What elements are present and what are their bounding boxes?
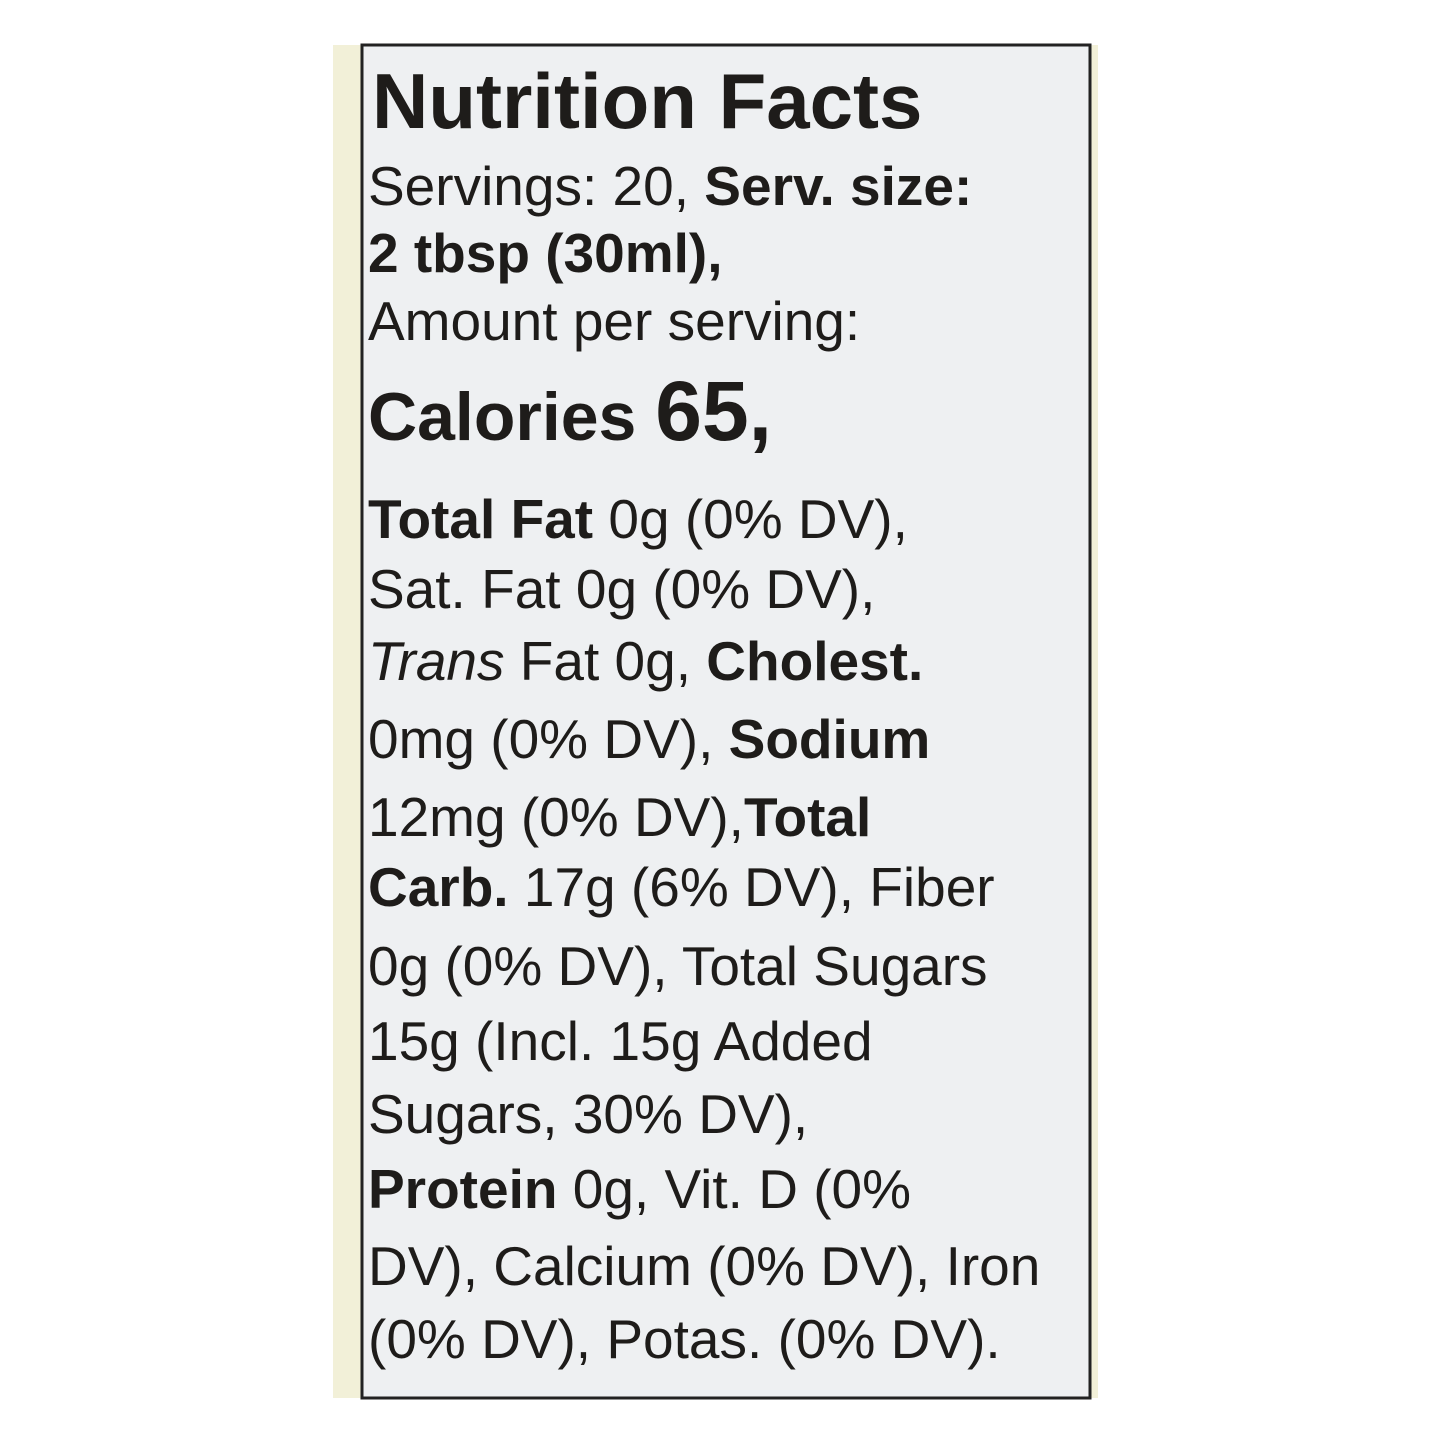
label-text: Serv. size: xyxy=(704,155,972,217)
label-text: Cholest. xyxy=(706,630,923,692)
label-text: Total xyxy=(744,786,871,848)
label-line: 2 tbsp (30ml), xyxy=(368,222,723,284)
label-text: Calories xyxy=(368,379,655,455)
label-text: 12mg (0% DV), xyxy=(368,786,744,848)
label-line: (0% DV), Potas. (0% DV). xyxy=(368,1308,1001,1370)
label-text: DV), Calcium (0% DV), Iron xyxy=(368,1235,1040,1297)
label-text: Sat. Fat 0g (0% DV), xyxy=(368,558,875,620)
label-text: Carb. xyxy=(368,856,509,918)
label-line: Carb. 17g (6% DV), Fiber xyxy=(368,856,995,918)
label-line: DV), Calcium (0% DV), Iron xyxy=(368,1235,1040,1297)
label-text: Trans xyxy=(368,630,505,692)
label-text: (0% DV), Potas. (0% DV). xyxy=(368,1308,1001,1370)
label-line: 15g (Incl. 15g Added xyxy=(368,1010,873,1072)
label-text: Amount per serving: xyxy=(368,290,860,352)
label-line: Servings: 20, Serv. size: xyxy=(368,155,972,217)
label-line: Nutrition Facts xyxy=(372,57,922,145)
label-text: Protein xyxy=(368,1158,557,1220)
label-text: Sugars, 30% DV), xyxy=(368,1083,808,1145)
label-line: Sat. Fat 0g (0% DV), xyxy=(368,558,875,620)
label-text: 0g (0% DV), xyxy=(593,488,908,550)
label-text: Servings: 20, xyxy=(368,155,704,217)
label-line: 0mg (0% DV), Sodium xyxy=(368,708,930,770)
label-text: Sodium xyxy=(729,708,931,770)
label-line: Sugars, 30% DV), xyxy=(368,1083,808,1145)
label-line: Calories 65, xyxy=(368,364,772,458)
label-text: Total Fat xyxy=(368,488,593,550)
label-panel xyxy=(360,43,1092,1400)
label-line: Protein 0g, Vit. D (0% xyxy=(368,1158,911,1220)
label-line: 0g (0% DV), Total Sugars xyxy=(368,935,988,997)
label-text: 0g, Vit. D (0% xyxy=(557,1158,911,1220)
label-line: Trans Fat 0g, Cholest. xyxy=(368,630,923,692)
label-text: Fat 0g, xyxy=(505,630,707,692)
label-text: 65, xyxy=(655,364,772,458)
label-text: 0mg (0% DV), xyxy=(368,708,729,770)
label-line: 12mg (0% DV),Total xyxy=(368,786,871,848)
label-text: 2 tbsp (30ml), xyxy=(368,222,723,284)
label-text: 0g (0% DV), Total Sugars xyxy=(368,935,988,997)
label-text: 17g (6% DV), Fiber xyxy=(509,856,995,918)
label-line: Total Fat 0g (0% DV), xyxy=(368,488,908,550)
label-text: 15g (Incl. 15g Added xyxy=(368,1010,873,1072)
label-text: Nutrition Facts xyxy=(372,57,922,145)
label-line: Amount per serving: xyxy=(368,290,860,352)
